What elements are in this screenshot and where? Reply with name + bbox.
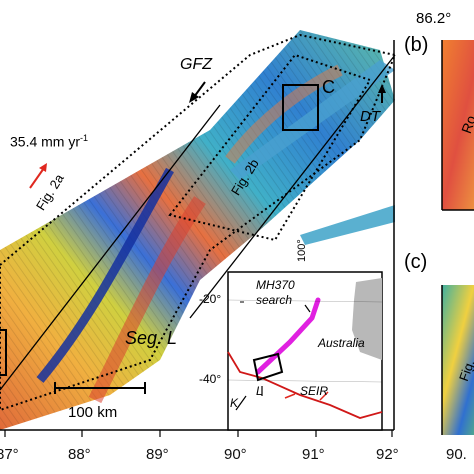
inset-map	[227, 271, 383, 431]
inset-lat-40: -40°	[199, 372, 222, 386]
profile-lines	[0, 54, 396, 391]
x-tick-91: 91°	[302, 446, 325, 463]
dt-label: DT	[360, 108, 380, 125]
c-box-label: C	[322, 77, 335, 97]
panel-b-coord: 86.2°	[416, 10, 452, 27]
panel-b-letter: (b)	[404, 34, 429, 56]
panel-c-bottom-tick: 90.	[446, 446, 467, 463]
inset-lat-20: -20°	[199, 292, 222, 306]
x-tick-87: 87°	[0, 446, 19, 463]
rate-value: 35.4 mm yr	[10, 133, 81, 150]
panel-c-letter: (c)	[404, 251, 428, 273]
c-box	[282, 84, 319, 131]
inset-mh370-label: MH370	[256, 278, 295, 292]
scale-bar-label: 100 km	[68, 404, 118, 421]
gfz-arrow	[189, 81, 206, 103]
panel-c-image	[442, 285, 474, 435]
panel-b-image	[442, 40, 474, 210]
rate-exponent: -1	[80, 133, 89, 143]
gfz-label: GFZ	[180, 56, 212, 73]
left-box	[0, 329, 7, 376]
x-tick-90: 90°	[224, 446, 247, 463]
x-tick-89: 89°	[146, 446, 169, 463]
inset-search-label: search	[256, 293, 293, 307]
lat-tick-label: 100°	[296, 239, 308, 262]
inset-seir-label: SEIR	[300, 384, 329, 398]
inset-australia-label: Australia	[318, 336, 365, 350]
figure-outlines	[0, 33, 397, 412]
seg-l-label: Seg. L	[125, 328, 178, 348]
x-axis-ticks	[4, 430, 393, 437]
dt-arrow	[378, 84, 386, 103]
inset-k-label: K	[230, 396, 239, 410]
x-tick-88: 88°	[68, 446, 91, 463]
x-tick-92: 92°	[376, 446, 399, 463]
inset-l-label: L	[256, 384, 263, 398]
scale-bar	[54, 382, 146, 394]
rate-label: 35.4 mm yr-1	[10, 133, 88, 150]
rate-arrow	[29, 163, 47, 189]
